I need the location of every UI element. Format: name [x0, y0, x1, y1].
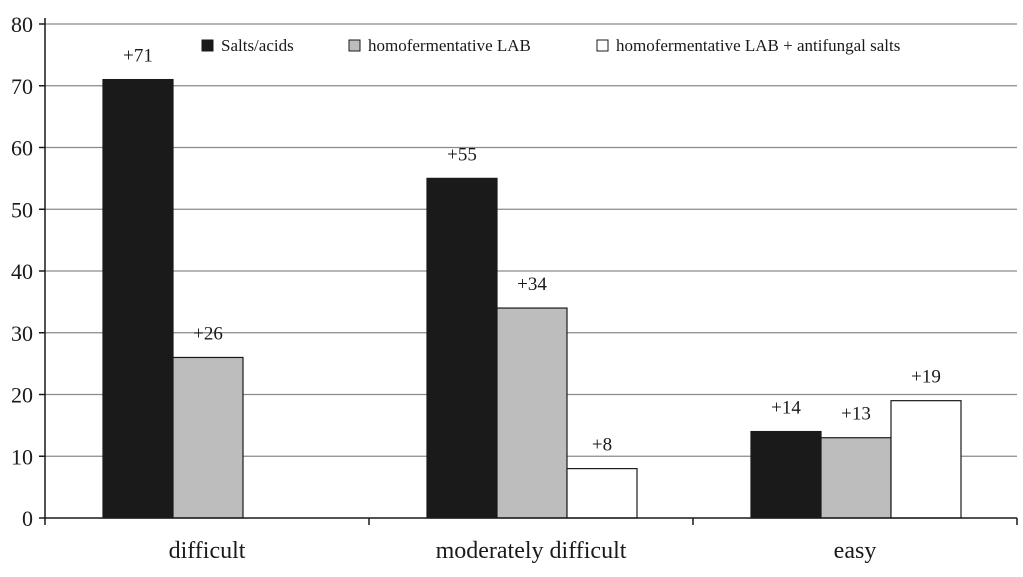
data-label: +8: [592, 435, 612, 456]
y-tick-label: 60: [11, 136, 33, 161]
y-tick-label: 50: [11, 197, 33, 222]
bar: [172, 356, 244, 519]
y-tick-label: 10: [11, 444, 33, 469]
category-label: easy: [834, 538, 877, 564]
axes: [44, 18, 1018, 525]
category-label: moderately difficult: [436, 538, 627, 564]
data-label: +14: [771, 398, 801, 419]
data-label: +34: [517, 274, 547, 295]
y-tick-label: 20: [11, 383, 33, 408]
data-labels: +71 +55 +14 +26 +34 +13 +8 +19: [123, 46, 941, 456]
bar: [426, 177, 498, 519]
legend-swatch: [596, 39, 609, 52]
legend-label: homofermentative LAB: [368, 36, 531, 55]
legend: Salts/acids homofermentative LAB homoferme…: [201, 36, 900, 55]
data-label: +13: [841, 404, 871, 425]
data-label: +71: [123, 46, 153, 67]
y-tick-label: 70: [11, 74, 33, 99]
data-label: +19: [911, 367, 941, 388]
bar: [890, 400, 962, 519]
category-label: difficult: [169, 538, 246, 564]
bar: [820, 437, 892, 519]
bar: [566, 468, 638, 519]
x-axis-labels: difficult moderately difficult easy: [169, 538, 877, 564]
data-label: +55: [447, 144, 477, 165]
bars: [102, 78, 962, 519]
y-tick-label: 80: [11, 12, 33, 37]
legend-swatch: [201, 39, 214, 52]
bar: [496, 307, 568, 519]
bar: [102, 78, 174, 519]
legend-label: Salts/acids: [221, 36, 294, 55]
data-label: +26: [193, 323, 223, 344]
bar: [750, 430, 822, 519]
y-tick-label: 30: [11, 321, 33, 346]
legend-label: homofermentative LAB + antifungal salts: [616, 36, 900, 55]
legend-swatch: [348, 39, 361, 52]
y-axis-ticks: 0 10 20 30 40 50 60 70 80: [11, 12, 45, 531]
y-tick-label: 0: [22, 506, 33, 531]
y-tick-label: 40: [11, 259, 33, 284]
